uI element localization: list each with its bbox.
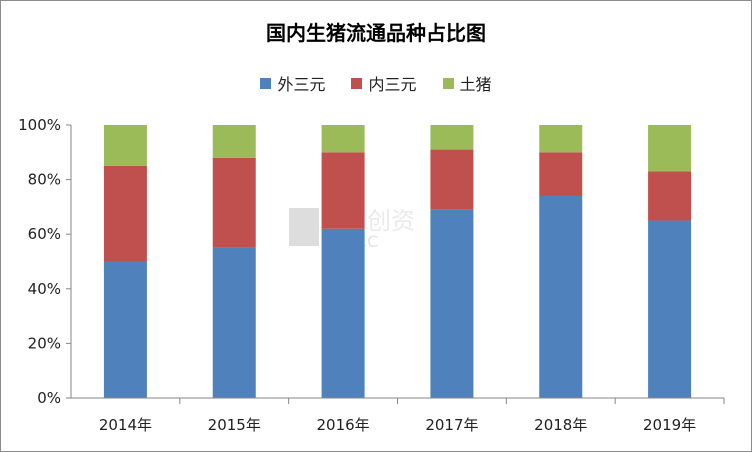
legend-swatch-2 (442, 77, 454, 89)
x-tick-label-4: 2018年 (534, 416, 587, 434)
bar-5-1 (648, 171, 692, 221)
bar-5-0 (648, 220, 692, 398)
bar-2-0 (321, 228, 365, 398)
bar-0-2 (103, 125, 147, 166)
bar-1-1 (212, 157, 256, 248)
bar-1-2 (212, 125, 256, 158)
x-tick-label-0: 2014年 (99, 416, 152, 434)
watermark-text: 创资 (367, 207, 415, 235)
legend-item-1: 内三元 (351, 71, 417, 95)
x-tick-label-1: 2015年 (208, 416, 261, 434)
bar-4-2 (539, 125, 583, 153)
y-tick-label-1: 20% (28, 334, 61, 352)
bar-0-1 (103, 165, 147, 262)
legend-swatch-0 (260, 77, 272, 89)
y-tick-label-4: 80% (28, 171, 61, 189)
chart-title: 国内生猪流通品种占比图 (266, 21, 486, 45)
legend-label-1: 内三元 (368, 75, 417, 94)
watermark: 创资I99.C (289, 207, 415, 251)
legend-label-2: 土猪 (459, 75, 492, 94)
y-tick-label-2: 40% (28, 280, 61, 298)
bar-4-0 (539, 195, 583, 398)
x-tick-label-2: 2016年 (316, 416, 369, 434)
legend-item-2: 土猪 (442, 71, 492, 95)
legend-swatch-1 (351, 77, 363, 89)
y-tick-label-0: 0% (37, 389, 61, 407)
bar-3-1 (430, 149, 474, 210)
bar-2-2 (321, 125, 365, 153)
bar-4-1 (539, 152, 583, 196)
y-tick-label-3: 60% (28, 225, 61, 243)
y-tick-label-5: 100% (18, 116, 61, 134)
legend-label-0: 外三元 (277, 75, 326, 94)
bar-1-0 (212, 247, 256, 398)
bar-3-2 (430, 125, 474, 150)
bar-3-0 (430, 209, 474, 398)
bar-0-0 (103, 261, 147, 398)
legend-item-0: 外三元 (260, 71, 325, 95)
x-tick-label-3: 2017年 (425, 416, 478, 434)
bar-2-1 (321, 152, 365, 229)
x-tick-label-5: 2019年 (643, 416, 696, 434)
bar-5-2 (648, 125, 692, 172)
watermark-logo (289, 208, 319, 246)
chart-legend: 外三元 内三元 土猪 (1, 71, 751, 95)
